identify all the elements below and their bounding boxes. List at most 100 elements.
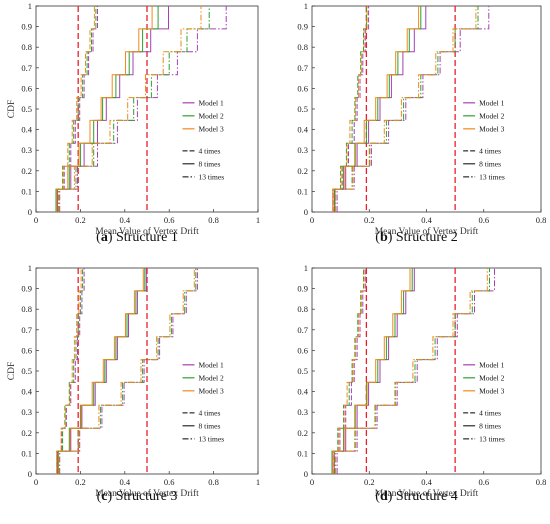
x-tick-label: 0.8 bbox=[208, 477, 219, 487]
y-tick-label: 0.1 bbox=[297, 186, 308, 196]
panel-caption: (c) Structure 3 bbox=[97, 489, 178, 504]
series-line bbox=[333, 268, 367, 474]
series-line bbox=[336, 6, 490, 212]
x-tick-label: 0.8 bbox=[208, 215, 219, 225]
chart-panel-c: 0 0.1 0.2 0.3 0.4 0.5 0.6 0.7 0.8 0.9 1 0 0.2 0.4 0.6 0… bbox=[7, 263, 260, 504]
series-line bbox=[56, 268, 82, 474]
y-tick-label: 0.2 bbox=[21, 166, 32, 176]
x-tick-label: 0.2 bbox=[364, 477, 375, 487]
y-tick-label: 0.2 bbox=[297, 166, 308, 176]
series-line bbox=[55, 6, 97, 212]
y-tick-label: 0.8 bbox=[21, 42, 32, 52]
legend-entry: Model 2 bbox=[199, 111, 224, 120]
series-line bbox=[57, 268, 85, 474]
y-tick-label: 0.4 bbox=[297, 125, 308, 135]
legend-entry: Model 3 bbox=[199, 386, 224, 395]
x-tick-label: 0.4 bbox=[119, 477, 130, 487]
y-tick-label: 0.7 bbox=[21, 325, 32, 335]
series-line bbox=[335, 268, 488, 474]
series-line bbox=[333, 268, 415, 474]
plot-frame bbox=[311, 5, 542, 213]
series-line bbox=[57, 6, 169, 212]
plot-frame bbox=[311, 267, 542, 475]
y-tick-label: 0.5 bbox=[21, 104, 32, 114]
legend-style-entry: 8 times bbox=[199, 421, 221, 430]
legend-style-entry: 13 times bbox=[479, 172, 505, 181]
y-tick-label: 0.4 bbox=[21, 125, 32, 135]
y-tick-label: 0.9 bbox=[297, 22, 308, 32]
legend-style-entry: 4 times bbox=[199, 146, 221, 155]
y-axis-label: CDF bbox=[7, 100, 17, 118]
series-line bbox=[58, 6, 202, 212]
x-tick-label: 0.6 bbox=[164, 215, 175, 225]
y-tick-label: 0.5 bbox=[21, 366, 32, 376]
y-tick-label: 0.7 bbox=[297, 325, 308, 335]
series-line bbox=[59, 268, 198, 474]
chart-panel-d: 0 0.1 0.2 0.3 0.4 0.5 0.6 0.7 0.8 0.9 1 0 0.2 0.4 0.6 0… bbox=[297, 263, 546, 504]
y-tick-label: 0.6 bbox=[297, 345, 308, 355]
series-line bbox=[56, 268, 144, 474]
legend-entry: Model 3 bbox=[479, 124, 504, 133]
legend-entry: Model 1 bbox=[479, 360, 504, 369]
y-tick-label: 0.3 bbox=[297, 145, 308, 155]
x-tick-label: 0.2 bbox=[75, 215, 86, 225]
legend-style-entry: 4 times bbox=[479, 408, 501, 417]
x-tick-label: 0 bbox=[310, 477, 314, 487]
y-tick-label: 0 bbox=[28, 469, 32, 479]
legend-style-entry: 8 times bbox=[479, 421, 501, 430]
y-tick-label: 0.8 bbox=[297, 42, 308, 52]
y-tick-label: 0 bbox=[28, 207, 32, 217]
y-tick-label: 0.8 bbox=[297, 304, 308, 314]
y-tick-label: 0.9 bbox=[297, 284, 308, 294]
series-line bbox=[57, 6, 210, 212]
x-tick-label: 0.8 bbox=[536, 215, 547, 225]
legend-entry: Model 1 bbox=[199, 360, 224, 369]
y-axis-label: CDF bbox=[7, 362, 17, 380]
panel-caption: (b) Structure 2 bbox=[375, 230, 457, 245]
x-axis-label: Mean Value of Vertex Drift bbox=[375, 488, 479, 499]
legend-entry: Model 2 bbox=[479, 111, 504, 120]
x-axis-label: Mean Value of Vertex Drift bbox=[95, 488, 199, 499]
y-tick-label: 0.1 bbox=[21, 186, 32, 196]
legend-style-entry: 13 times bbox=[199, 172, 225, 181]
series-line bbox=[334, 6, 422, 212]
series-line bbox=[331, 268, 413, 474]
y-tick-label: 0.1 bbox=[21, 448, 32, 458]
series-line bbox=[334, 6, 367, 212]
series-line bbox=[332, 268, 411, 474]
series-line bbox=[58, 268, 195, 474]
series-line bbox=[55, 6, 159, 212]
y-tick-label: 0 bbox=[304, 207, 308, 217]
series-line bbox=[334, 268, 490, 474]
y-tick-label: 0.1 bbox=[297, 448, 308, 458]
series-line bbox=[56, 6, 95, 212]
series-line bbox=[334, 6, 479, 212]
series-line bbox=[59, 6, 227, 212]
series-line bbox=[57, 6, 98, 212]
y-tick-label: 0.8 bbox=[21, 304, 32, 314]
y-tick-label: 0 bbox=[304, 469, 308, 479]
series-line bbox=[57, 268, 146, 474]
series-line bbox=[335, 6, 477, 212]
y-tick-label: 0.7 bbox=[297, 63, 308, 73]
y-tick-label: 1 bbox=[28, 263, 32, 273]
series-line bbox=[56, 6, 153, 212]
x-tick-label: 0.2 bbox=[75, 477, 86, 487]
y-tick-label: 0.9 bbox=[21, 284, 32, 294]
panel-caption: (a) Structure 1 bbox=[96, 230, 178, 245]
x-tick-label: 0 bbox=[34, 477, 38, 487]
y-tick-label: 0.3 bbox=[21, 145, 32, 155]
x-tick-label: 0.4 bbox=[119, 215, 130, 225]
series-line bbox=[332, 6, 420, 212]
series-line bbox=[57, 268, 84, 474]
legend-style-entry: 4 times bbox=[199, 408, 221, 417]
chart-panel-b: 0 0.1 0.2 0.3 0.4 0.5 0.6 0.7 0.8 0.9 1 0 0.2 0.4 0.6 0… bbox=[297, 1, 546, 245]
chart-panel-a: 0 0.1 0.2 0.3 0.4 0.5 0.6 0.7 0.8 0.9 1 0 0.2 0.4 0.6 0… bbox=[7, 1, 260, 245]
legend-entry: Model 3 bbox=[479, 386, 504, 395]
series-line bbox=[57, 268, 197, 474]
y-tick-label: 0.6 bbox=[297, 83, 308, 93]
y-tick-label: 0.5 bbox=[297, 366, 308, 376]
legend-style-entry: 8 times bbox=[479, 159, 501, 168]
x-tick-label: 0.6 bbox=[164, 477, 175, 487]
